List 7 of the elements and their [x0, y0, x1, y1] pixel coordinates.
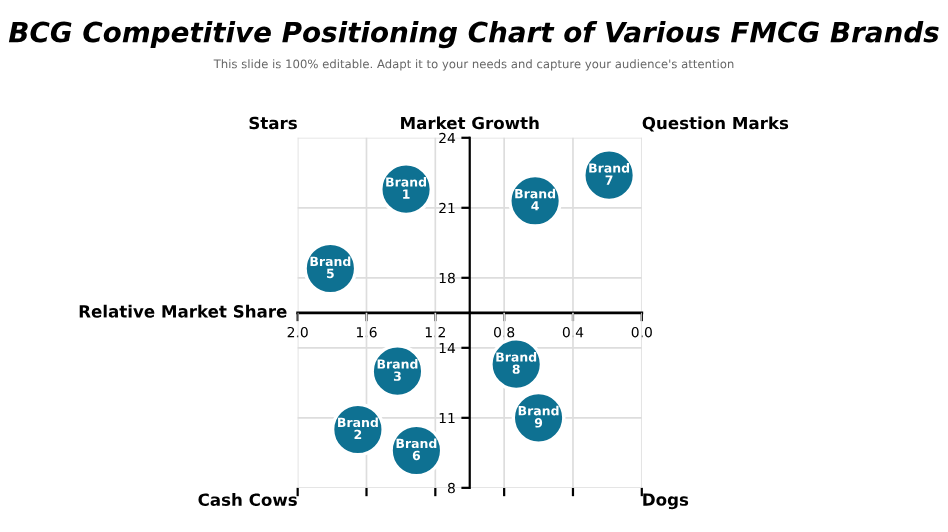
text: Stars — [249, 116, 297, 130]
x-axis-title: Relative Market Share — [79, 304, 287, 318]
text: Question Marks — [642, 116, 789, 132]
text: Cash Cows — [198, 493, 297, 506]
chart-title: BCG Competitive Positioning Chart of Various FMCG Brands — [8, 21, 939, 49]
y-axis-title: Market Growth — [401, 116, 539, 130]
text: Dogs — [643, 493, 689, 510]
